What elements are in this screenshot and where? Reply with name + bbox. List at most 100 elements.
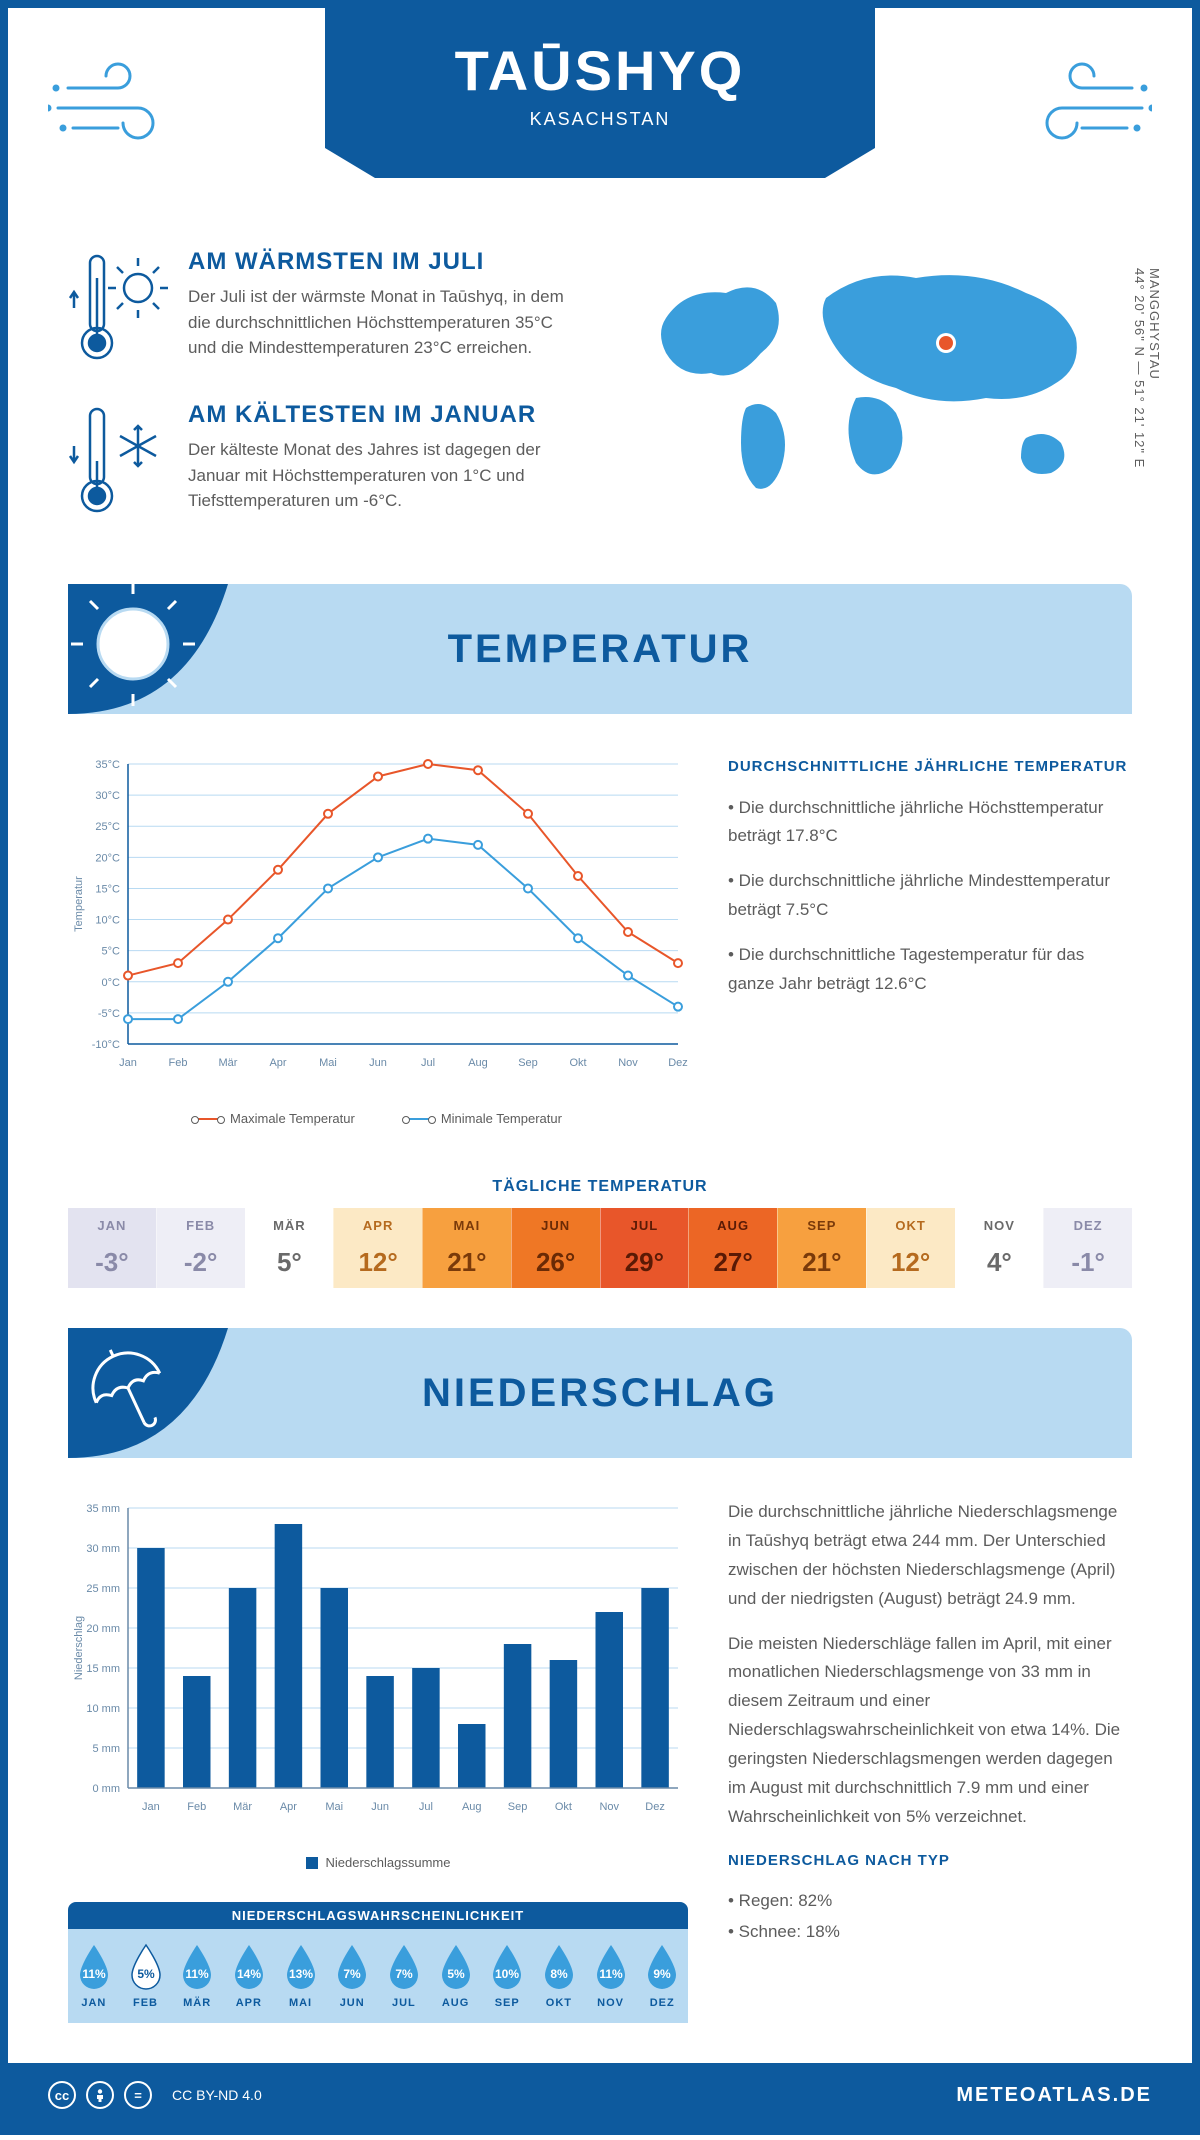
page-subtitle: KASACHSTAN: [325, 103, 875, 130]
daily-month: OKT: [867, 1218, 955, 1247]
precipitation-chart: 0 mm5 mm10 mm15 mm20 mm25 mm30 mm35 mmJa…: [68, 1498, 688, 2043]
precip-prob-cell: 11% JAN: [68, 1943, 120, 2009]
daily-temp: 21°: [423, 1247, 511, 1278]
svg-text:35 mm: 35 mm: [86, 1503, 120, 1515]
page: TAŪSHYQ KASACHSTAN AM WÄRMSTEN IM JULI D…: [0, 0, 1200, 2135]
raindrop-icon: 10%: [487, 1943, 527, 1991]
temperature-legend: Maximale Temperatur Minimale Temperatur: [68, 1099, 688, 1138]
precip-prob-month: AUG: [430, 1997, 482, 2009]
svg-text:14%: 14%: [237, 1967, 261, 1981]
svg-text:Apr: Apr: [280, 1801, 297, 1813]
daily-temp: -2°: [157, 1247, 245, 1278]
precip-prob-heading: NIEDERSCHLAGSWAHRSCHEINLICHKEIT: [68, 1902, 688, 1929]
precip-prob-month: MÄR: [171, 1997, 223, 2009]
daily-month: DEZ: [1044, 1218, 1132, 1247]
warmest-text: Der Juli ist der wärmste Monat in Taūshy…: [188, 284, 580, 361]
svg-text:5%: 5%: [137, 1967, 155, 1981]
svg-text:Aug: Aug: [462, 1801, 482, 1813]
svg-text:15 mm: 15 mm: [86, 1663, 120, 1675]
precip-type-bullet: • Schnee: 18%: [728, 1918, 1132, 1947]
daily-month: JUN: [512, 1218, 600, 1247]
raindrop-icon: 11%: [591, 1943, 631, 1991]
precip-prob-cell: 7%JUN: [326, 1943, 378, 2009]
raindrop-icon: 7%: [384, 1943, 424, 1991]
precip-prob-month: DEZ: [636, 1997, 688, 2009]
svg-text:7%: 7%: [395, 1967, 413, 1981]
daily-cell: NOV4°: [955, 1208, 1044, 1288]
warmest-title: AM WÄRMSTEN IM JULI: [188, 248, 580, 276]
wind-icon: [48, 48, 178, 163]
precip-prob-month: JUL: [378, 1997, 430, 2009]
raindrop-icon: 11%: [74, 1943, 114, 1991]
precip-prob-cell: 10% SEP: [481, 1943, 533, 2009]
precip-prob-month: APR: [223, 1997, 275, 2009]
precip-text: Die meisten Niederschläge fallen im Apri…: [728, 1630, 1132, 1832]
precip-prob-month: SEP: [481, 1997, 533, 2009]
svg-text:Dez: Dez: [668, 1057, 688, 1069]
svg-text:11%: 11%: [599, 1967, 623, 1981]
svg-text:7%: 7%: [344, 1967, 362, 1981]
daily-temp: 4°: [956, 1247, 1044, 1278]
daily-temp: -3°: [68, 1247, 156, 1278]
svg-text:-5°C: -5°C: [98, 1008, 120, 1020]
daily-temp: 12°: [334, 1247, 422, 1278]
svg-text:30 mm: 30 mm: [86, 1543, 120, 1555]
cc-icon: cc: [48, 2081, 76, 2109]
svg-text:Mai: Mai: [319, 1057, 337, 1069]
temp-bullet: • Die durchschnittliche Tagestemperatur …: [728, 941, 1132, 999]
precip-prob-cell: 5% FEB: [120, 1943, 172, 2009]
intro-section: AM WÄRMSTEN IM JULI Der Juli ist der wär…: [8, 228, 1192, 584]
precip-prob-cell: 7% JUL: [378, 1943, 430, 2009]
svg-text:Jan: Jan: [119, 1057, 137, 1069]
daily-temp: 12°: [867, 1247, 955, 1278]
svg-text:20 mm: 20 mm: [86, 1623, 120, 1635]
svg-text:11%: 11%: [82, 1967, 106, 1981]
raindrop-icon: 8%: [539, 1943, 579, 1991]
svg-text:Temperatur: Temperatur: [73, 876, 85, 932]
title-banner: TAŪSHYQ KASACHSTAN: [325, 8, 875, 130]
svg-text:5%: 5%: [447, 1967, 465, 1981]
nd-icon: =: [124, 2081, 152, 2109]
daily-cell: DEZ-1°: [1043, 1208, 1132, 1288]
daily-month: JUL: [601, 1218, 689, 1247]
daily-temp: 27°: [689, 1247, 777, 1278]
precip-text: Die durchschnittliche jährliche Niedersc…: [728, 1498, 1132, 1614]
temperature-chart: -10°C-5°C0°C5°C10°C15°C20°C25°C30°C35°CJ…: [68, 754, 688, 1138]
region-label: MANGGHYSTAU: [1147, 268, 1162, 380]
raindrop-icon: 5%: [126, 1943, 166, 1991]
daily-cell: MÄR5°: [245, 1208, 334, 1288]
temp-bullet: • Die durchschnittliche jährliche Mindes…: [728, 867, 1132, 925]
svg-text:30°C: 30°C: [95, 790, 120, 802]
precip-prob-cell: 9% DEZ: [636, 1943, 688, 2009]
svg-text:Sep: Sep: [508, 1801, 528, 1813]
precip-prob-cell: 11%NOV: [585, 1943, 637, 2009]
svg-text:Dez: Dez: [645, 1801, 665, 1813]
daily-month: FEB: [157, 1218, 245, 1247]
thermometer-snow-icon: [68, 401, 168, 526]
precip-prob-cell: 8% OKT: [533, 1943, 585, 2009]
daily-temp: 26°: [512, 1247, 600, 1278]
svg-text:11%: 11%: [185, 1967, 209, 1981]
precip-prob-month: OKT: [533, 1997, 585, 2009]
svg-text:Mär: Mär: [233, 1801, 252, 1813]
legend-precip: Niederschlagssumme: [326, 1855, 451, 1870]
daily-cell: FEB-2°: [156, 1208, 245, 1288]
legend-max: Maximale Temperatur: [230, 1111, 355, 1126]
precip-prob-cell: 13%MAI: [275, 1943, 327, 2009]
precip-type-bullet: • Regen: 82%: [728, 1887, 1132, 1916]
precip-prob-month: FEB: [120, 1997, 172, 2009]
precip-prob-month: JAN: [68, 1997, 120, 2009]
svg-text:13%: 13%: [289, 1967, 313, 1981]
svg-text:25°C: 25°C: [95, 821, 120, 833]
daily-temp: 5°: [246, 1247, 334, 1278]
svg-text:Aug: Aug: [468, 1057, 488, 1069]
svg-text:Niederschlag: Niederschlag: [73, 1616, 85, 1680]
daily-cell: JUN26°: [511, 1208, 600, 1288]
daily-cell: AUG27°: [688, 1208, 777, 1288]
daily-month: NOV: [956, 1218, 1044, 1247]
header: TAŪSHYQ KASACHSTAN: [8, 8, 1192, 228]
legend-min: Minimale Temperatur: [441, 1111, 562, 1126]
umbrella-icon: [68, 1328, 228, 1458]
svg-text:Mär: Mär: [219, 1057, 238, 1069]
raindrop-icon: 9%: [642, 1943, 682, 1991]
